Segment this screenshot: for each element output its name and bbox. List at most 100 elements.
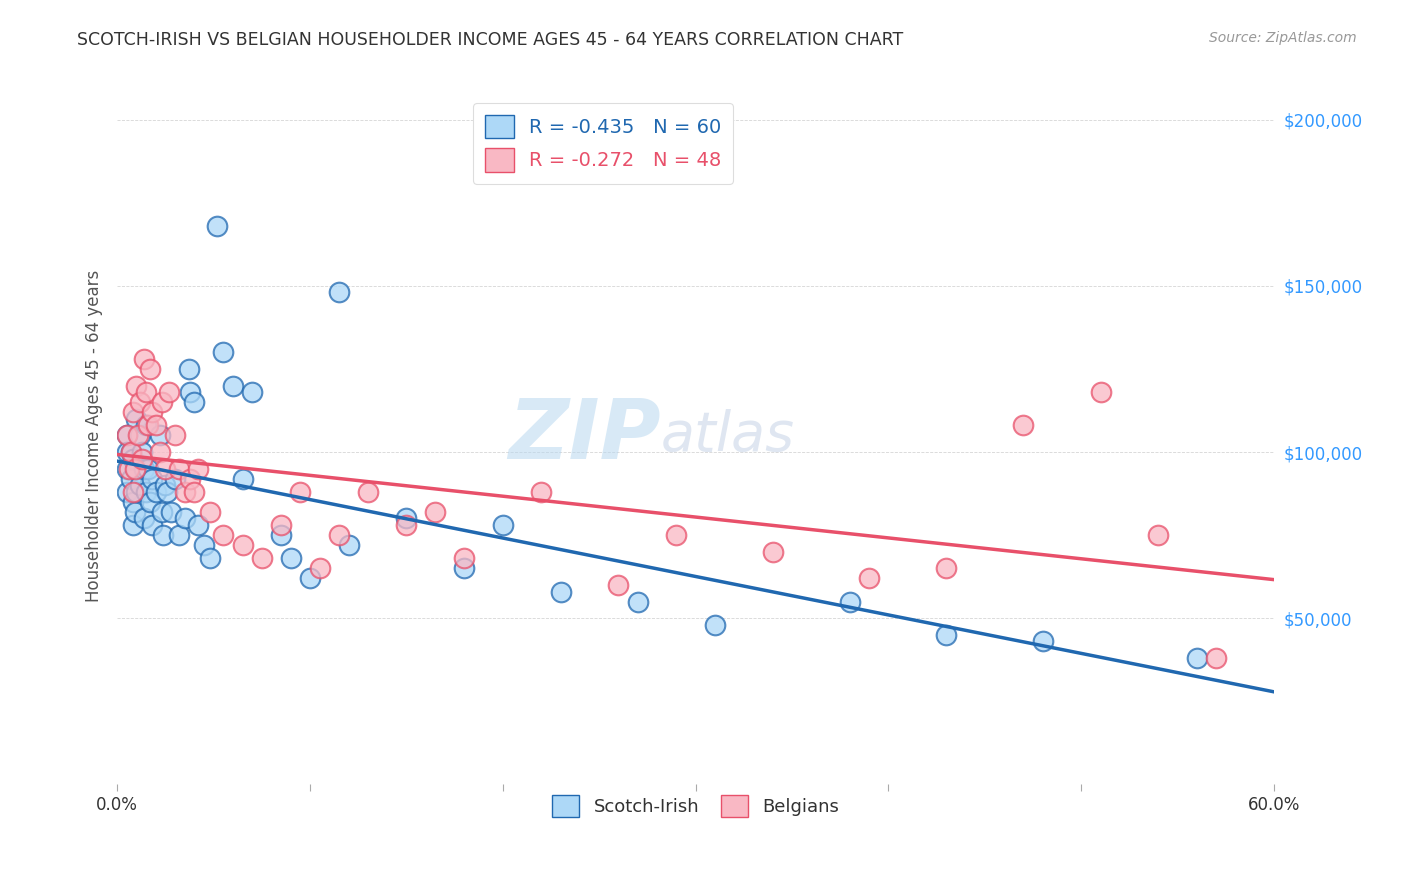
- Point: [121, 518, 143, 533]
- Point: [135, 484, 157, 499]
- Point: [141, 518, 163, 533]
- Point: [627, 594, 650, 608]
- Point: [167, 461, 190, 475]
- Point: [173, 484, 195, 499]
- Point: [127, 428, 149, 442]
- Point: [212, 528, 235, 542]
- Point: [183, 395, 205, 409]
- Point: [1012, 418, 1035, 433]
- Point: [270, 518, 292, 533]
- Point: [134, 351, 156, 366]
- Point: [167, 528, 190, 542]
- Point: [141, 405, 163, 419]
- Text: Source: ZipAtlas.com: Source: ZipAtlas.com: [1209, 31, 1357, 45]
- Point: [858, 571, 880, 585]
- Point: [270, 528, 292, 542]
- Point: [240, 385, 263, 400]
- Point: [935, 561, 957, 575]
- Text: atlas: atlas: [661, 409, 794, 462]
- Point: [124, 461, 146, 475]
- Point: [838, 594, 860, 608]
- Point: [125, 461, 148, 475]
- Point: [328, 528, 350, 542]
- Point: [163, 428, 186, 442]
- Point: [762, 545, 785, 559]
- Point: [115, 461, 138, 475]
- Point: [607, 578, 630, 592]
- Point: [129, 478, 152, 492]
- Point: [550, 584, 572, 599]
- Point: [1032, 634, 1054, 648]
- Point: [357, 484, 380, 499]
- Point: [135, 385, 157, 400]
- Point: [134, 461, 156, 475]
- Point: [207, 219, 229, 233]
- Text: SCOTCH-IRISH VS BELGIAN HOUSEHOLDER INCOME AGES 45 - 64 YEARS CORRELATION CHART: SCOTCH-IRISH VS BELGIAN HOUSEHOLDER INCO…: [77, 31, 904, 49]
- Point: [453, 561, 475, 575]
- Point: [139, 495, 162, 509]
- Point: [179, 472, 201, 486]
- Point: [163, 472, 186, 486]
- Point: [155, 478, 177, 492]
- Point: [530, 484, 553, 499]
- Point: [179, 385, 201, 400]
- Point: [115, 484, 138, 499]
- Point: [129, 428, 152, 442]
- Point: [150, 505, 173, 519]
- Legend: Scotch-Irish, Belgians: Scotch-Irish, Belgians: [544, 788, 846, 824]
- Point: [703, 618, 725, 632]
- Point: [395, 518, 418, 533]
- Point: [155, 461, 177, 475]
- Point: [425, 505, 447, 519]
- Point: [156, 484, 179, 499]
- Point: [177, 362, 200, 376]
- Point: [222, 378, 245, 392]
- Point: [145, 484, 167, 499]
- Point: [231, 472, 253, 486]
- Point: [453, 551, 475, 566]
- Point: [135, 418, 157, 433]
- Point: [125, 484, 148, 499]
- Point: [120, 445, 142, 459]
- Point: [150, 395, 173, 409]
- Point: [1090, 385, 1112, 400]
- Point: [152, 528, 174, 542]
- Point: [665, 528, 688, 542]
- Point: [183, 484, 205, 499]
- Point: [1147, 528, 1170, 542]
- Point: [290, 484, 312, 499]
- Point: [492, 518, 515, 533]
- Point: [1185, 651, 1208, 665]
- Point: [149, 445, 172, 459]
- Y-axis label: Householder Income Ages 45 - 64 years: Householder Income Ages 45 - 64 years: [86, 269, 103, 601]
- Point: [298, 571, 321, 585]
- Point: [145, 418, 167, 433]
- Point: [157, 385, 180, 400]
- Point: [308, 561, 330, 575]
- Point: [337, 538, 360, 552]
- Point: [231, 538, 253, 552]
- Point: [173, 511, 195, 525]
- Point: [935, 628, 957, 642]
- Point: [198, 505, 221, 519]
- Point: [124, 505, 146, 519]
- Point: [115, 428, 138, 442]
- Point: [187, 518, 209, 533]
- Point: [212, 345, 235, 359]
- Point: [136, 418, 159, 433]
- Point: [187, 461, 209, 475]
- Point: [131, 451, 153, 466]
- Point: [121, 484, 143, 499]
- Point: [250, 551, 273, 566]
- Point: [1205, 651, 1227, 665]
- Point: [115, 428, 138, 442]
- Text: ZIP: ZIP: [509, 395, 661, 476]
- Point: [125, 411, 148, 425]
- Point: [115, 445, 138, 459]
- Point: [120, 472, 142, 486]
- Point: [141, 472, 163, 486]
- Point: [120, 445, 142, 459]
- Point: [395, 511, 418, 525]
- Point: [160, 505, 183, 519]
- Point: [134, 511, 156, 525]
